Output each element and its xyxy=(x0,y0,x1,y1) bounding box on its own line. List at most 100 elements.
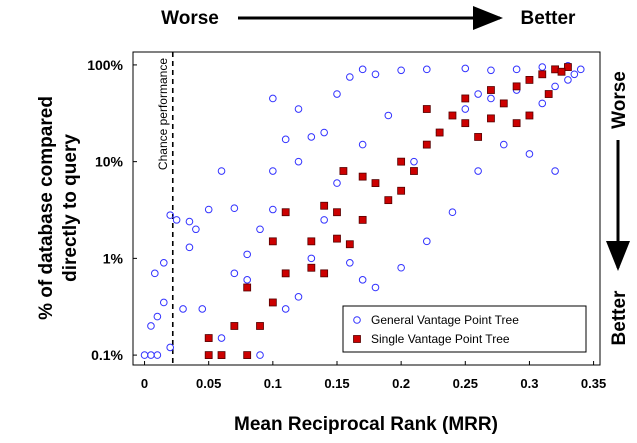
marker xyxy=(230,204,239,213)
marker xyxy=(422,140,431,149)
marker xyxy=(159,258,168,267)
marker xyxy=(525,111,534,120)
marker xyxy=(281,269,290,278)
marker xyxy=(281,208,290,217)
annotation: Worse xyxy=(609,71,630,129)
marker xyxy=(281,135,290,144)
marker xyxy=(410,157,418,166)
marker xyxy=(371,283,380,292)
marker xyxy=(230,269,239,278)
marker xyxy=(557,67,566,76)
marker xyxy=(551,82,559,91)
marker xyxy=(217,167,226,175)
marker xyxy=(147,351,155,359)
marker xyxy=(487,66,495,75)
annotation: Chance performance xyxy=(156,58,170,170)
marker xyxy=(570,70,579,79)
marker xyxy=(320,128,328,137)
y-tick-label: 100% xyxy=(87,57,123,73)
marker xyxy=(243,250,251,259)
marker xyxy=(204,351,213,359)
plot-frame xyxy=(132,51,601,366)
marker xyxy=(487,114,495,123)
y-tick-label: 0.1% xyxy=(91,347,123,363)
marker xyxy=(435,128,444,137)
marker xyxy=(204,205,213,214)
marker xyxy=(525,150,534,158)
marker xyxy=(166,343,175,352)
annotation: Better xyxy=(609,290,630,346)
marker xyxy=(544,90,553,98)
marker xyxy=(153,351,162,359)
x-tick-label: 0.25 xyxy=(453,376,478,391)
marker xyxy=(185,217,194,226)
marker xyxy=(269,94,277,103)
y-axis-label: % of database compared xyxy=(36,96,57,320)
legend-label: Single Vantage Point Tree xyxy=(371,332,510,346)
marker xyxy=(397,66,405,75)
marker xyxy=(358,172,367,181)
marker xyxy=(294,293,303,301)
marker xyxy=(422,65,431,74)
marker xyxy=(320,216,328,224)
marker xyxy=(185,243,194,252)
marker xyxy=(499,99,508,108)
marker xyxy=(538,63,547,71)
marker xyxy=(353,316,361,324)
marker xyxy=(256,322,264,330)
marker xyxy=(525,76,534,84)
marker xyxy=(294,157,303,166)
x-axis-label: Mean Reciprocal Rank (MRR) xyxy=(234,414,498,435)
marker xyxy=(397,157,406,166)
marker xyxy=(358,140,367,149)
marker xyxy=(422,237,431,246)
marker xyxy=(551,65,559,74)
marker xyxy=(179,305,187,313)
marker xyxy=(448,111,457,120)
x-tick-label: 0.05 xyxy=(196,376,221,391)
marker xyxy=(358,215,367,224)
x-tick-label: 0.35 xyxy=(581,376,606,391)
marker xyxy=(564,76,572,84)
marker xyxy=(320,269,329,278)
marker xyxy=(358,65,367,74)
annotation: Worse xyxy=(161,8,219,29)
x-tick-label: 0.3 xyxy=(520,376,538,391)
marker xyxy=(487,86,495,94)
marker xyxy=(353,335,361,343)
marker xyxy=(151,269,159,278)
marker xyxy=(371,179,380,188)
marker xyxy=(474,133,483,141)
marker xyxy=(294,105,303,113)
marker xyxy=(269,205,277,214)
marker xyxy=(512,82,521,91)
x-tick-label: 0.15 xyxy=(324,376,349,391)
marker xyxy=(461,94,470,103)
marker xyxy=(153,312,162,321)
marker xyxy=(346,73,354,81)
marker xyxy=(281,305,290,313)
marker xyxy=(397,263,405,272)
marker xyxy=(333,90,341,98)
marker xyxy=(410,167,418,175)
marker xyxy=(499,140,508,149)
marker xyxy=(192,225,200,234)
marker xyxy=(307,237,316,246)
marker xyxy=(538,99,547,108)
marker xyxy=(538,70,547,79)
marker xyxy=(474,90,482,98)
marker xyxy=(333,208,341,217)
marker xyxy=(371,70,380,79)
marker xyxy=(384,111,393,120)
marker xyxy=(397,186,406,195)
x-tick-label: 0 xyxy=(141,376,148,391)
marker xyxy=(576,65,585,74)
marker xyxy=(461,105,470,113)
y-tick-label: 1% xyxy=(103,250,124,266)
marker xyxy=(474,167,482,175)
marker xyxy=(217,334,226,342)
marker xyxy=(256,351,264,359)
legend-box xyxy=(342,305,587,353)
marker xyxy=(140,351,149,359)
marker xyxy=(333,234,341,243)
